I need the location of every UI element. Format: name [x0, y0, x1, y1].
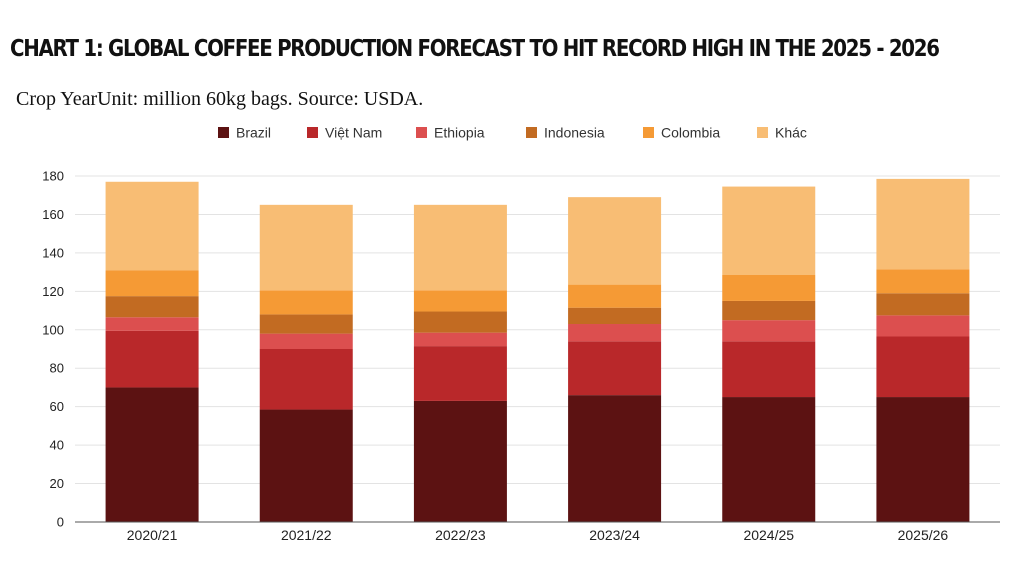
bar-segment-colombia [105, 270, 199, 297]
bar-segment-khac [413, 204, 507, 291]
legend-item-khac: Khác [757, 125, 807, 141]
legend-item-colombia: Colombia [643, 125, 720, 141]
bar-segment-viet-nam [568, 341, 662, 396]
x-tick-label: 2022/23 [435, 527, 486, 543]
bar-segment-ethiopia [568, 324, 662, 342]
bar-stack-2022-23 [413, 204, 507, 522]
y-tick-label: 20 [50, 476, 64, 491]
bar-segment-khac [876, 178, 970, 270]
legend-swatch [416, 127, 427, 138]
bar-stack-2025-26 [876, 178, 970, 522]
legend-swatch [526, 127, 537, 138]
bar-segment-ethiopia [413, 332, 507, 347]
legend-swatch [218, 127, 229, 138]
chart-title: CHART 1: GLOBAL COFFEE PRODUCTION FORECA… [10, 36, 940, 62]
bar-segment-brazil [105, 387, 199, 522]
legend-label: Việt Nam [325, 125, 382, 141]
legend-label: Khác [775, 125, 807, 141]
bar-segment-khac [568, 197, 662, 285]
bar-segment-brazil [722, 397, 816, 522]
y-tick-label: 60 [50, 399, 64, 414]
bar-segment-viet-nam [413, 346, 507, 401]
bar-segment-viet-nam [259, 349, 353, 410]
legend-item-indonesia: Indonesia [526, 125, 605, 141]
x-tick-label: 2025/26 [898, 527, 949, 543]
legend-label: Indonesia [544, 125, 605, 141]
bar-segment-indonesia [876, 293, 970, 316]
legend: Brazil Việt Nam Ethiopia Indonesia Colombia K… [218, 125, 807, 141]
bar-segment-colombia [413, 290, 507, 312]
bar-segment-colombia [259, 290, 353, 315]
x-tick-label: 2024/25 [743, 527, 794, 543]
bar-segment-brazil [413, 400, 507, 522]
y-tick-label: 140 [42, 245, 64, 260]
bar-segment-ethiopia [876, 315, 970, 337]
legend-label: Ethiopia [434, 125, 485, 141]
y-tick-label: 180 [42, 169, 64, 184]
legend-label: Colombia [661, 125, 720, 141]
x-axis: 2020/21 2021/22 2022/23 2023/24 2024/25 2025/… [75, 521, 1000, 543]
y-tick-label: 80 [50, 361, 64, 376]
bar-segment-indonesia [105, 296, 199, 318]
bar-segment-indonesia [413, 311, 507, 333]
legend-swatch [643, 127, 654, 138]
legend-item-brazil: Brazil [218, 125, 271, 141]
y-tick-label: 160 [42, 207, 64, 222]
bar-segment-viet-nam [105, 330, 199, 388]
bar-segment-brazil [876, 397, 970, 522]
y-axis: 0 20 40 60 80 100 120 140 160 180 [42, 169, 64, 530]
bar-segment-khac [722, 186, 816, 275]
bar-stack-2023-24 [568, 197, 662, 522]
bar-segment-colombia [876, 269, 970, 294]
legend-swatch [757, 127, 768, 138]
bar-segment-ethiopia [722, 320, 816, 342]
bar-segment-viet-nam [876, 336, 970, 398]
legend-label: Brazil [236, 125, 271, 141]
bar-stack-2024-25 [722, 186, 816, 522]
x-tick-label: 2023/24 [589, 527, 640, 543]
bar-segment-ethiopia [105, 317, 199, 331]
chart-subtitle: Crop YearUnit: million 60kg bags. Source… [16, 88, 424, 110]
bar-segment-colombia [568, 284, 662, 308]
bar-stack-2020-21 [105, 181, 199, 522]
gridlines [75, 175, 1000, 485]
x-tick-label: 2020/21 [127, 527, 178, 543]
legend-item-viet-nam: Việt Nam [307, 125, 382, 141]
bar-stack-2021-22 [259, 204, 353, 522]
legend-item-ethiopia: Ethiopia [416, 125, 485, 141]
bars [105, 178, 970, 522]
bar-segment-indonesia [722, 300, 816, 321]
bar-segment-khac [105, 181, 199, 271]
bar-segment-brazil [259, 409, 353, 522]
bar-segment-viet-nam [722, 341, 816, 398]
legend-swatch [307, 127, 318, 138]
bar-segment-khac [259, 204, 353, 291]
y-tick-label: 100 [42, 322, 64, 337]
y-tick-label: 40 [50, 438, 64, 453]
bar-segment-indonesia [568, 307, 662, 325]
bar-segment-indonesia [259, 314, 353, 334]
bar-segment-colombia [722, 274, 816, 301]
y-tick-label: 120 [42, 284, 64, 299]
x-tick-label: 2021/22 [281, 527, 332, 543]
y-tick-label: 0 [57, 515, 64, 530]
bar-segment-ethiopia [259, 333, 353, 349]
bar-segment-brazil [568, 395, 662, 522]
